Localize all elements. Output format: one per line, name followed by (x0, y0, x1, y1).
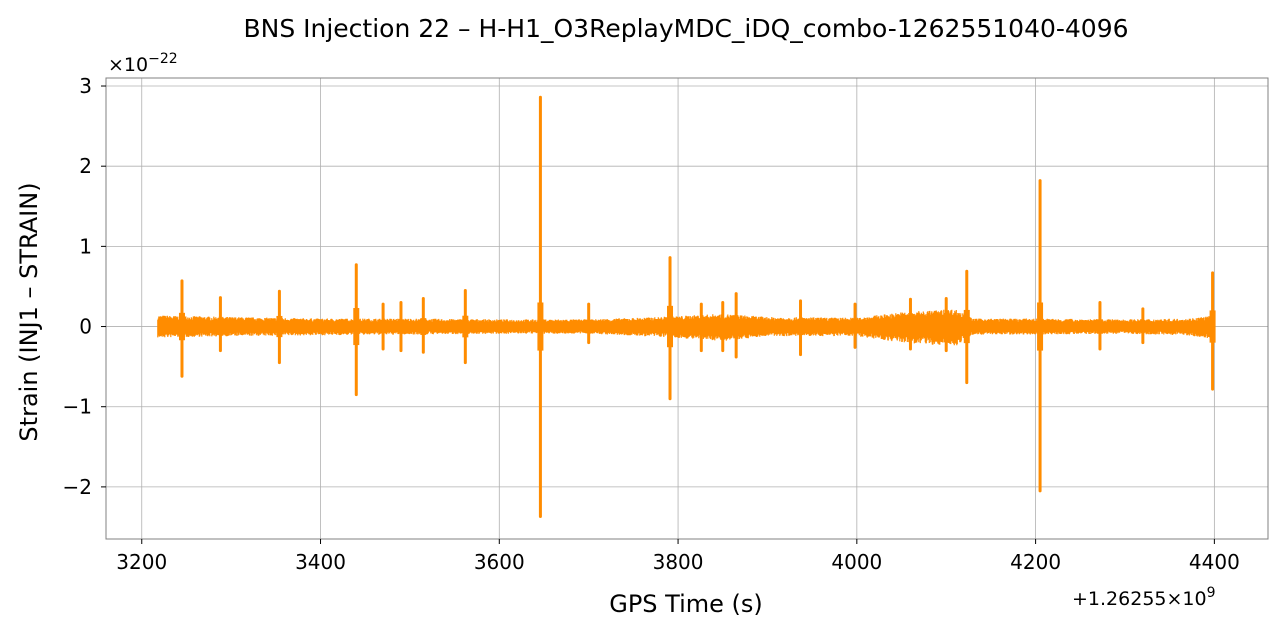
x-offset-label: +1.26255×109 (1072, 585, 1216, 610)
glitch-body (585, 319, 592, 334)
y-tick-label: −2 (63, 475, 92, 499)
glitch-body (537, 302, 544, 351)
glitch-body (276, 315, 283, 338)
x-tick-label: 3200 (116, 550, 167, 574)
y-axis-label: Strain (INJ1 – STRAIN) (15, 182, 43, 441)
glitch-body (397, 319, 404, 334)
glitch-body (420, 318, 427, 335)
glitch-body (667, 305, 674, 348)
glitch-body (698, 319, 705, 334)
waveform-envelope (157, 309, 1215, 346)
glitch-body (943, 318, 950, 335)
x-tick-label: 4200 (1010, 550, 1061, 574)
y-tick-label: −1 (63, 395, 92, 419)
x-tick-label: 3400 (295, 550, 346, 574)
glitch-body (1139, 321, 1146, 332)
glitch-body (178, 312, 185, 341)
y-tick-label: 2 (79, 154, 92, 178)
x-tick-label: 4400 (1189, 550, 1240, 574)
glitch-body (217, 317, 224, 336)
glitch-body (852, 319, 859, 334)
glitch-body (1209, 310, 1216, 343)
glitch-body (1096, 319, 1103, 334)
x-tick-label: 3800 (653, 550, 704, 574)
y-tick-label: 1 (79, 234, 92, 258)
x-tick-label: 4000 (831, 550, 882, 574)
x-tick-label: 3600 (474, 550, 525, 574)
y-tick-label: 0 (79, 315, 92, 339)
glitch-body (353, 308, 360, 346)
chart-title: BNS Injection 22 – H-H1_O3ReplayMDC_iDQ_… (243, 14, 1128, 43)
glitch-body (462, 315, 469, 338)
y-scale-factor: ×10−22 (108, 51, 178, 76)
glitch-body (733, 316, 740, 337)
glitch-body (963, 309, 970, 344)
glitch-body (907, 318, 914, 335)
x-ticks: 3200 3400 3600 3800 4000 4200 4400 (116, 539, 1240, 574)
glitch-body (380, 319, 387, 334)
x-axis-label: GPS Time (s) (609, 590, 763, 618)
y-ticks: −2 −1 0 1 2 3 (63, 74, 106, 499)
glitch-body (797, 318, 804, 335)
glitch-body (719, 319, 726, 334)
plot-frame (105, 77, 1269, 540)
series-waveform (157, 95, 1216, 519)
glitch-body (1037, 302, 1044, 351)
y-tick-label: 3 (79, 74, 92, 98)
